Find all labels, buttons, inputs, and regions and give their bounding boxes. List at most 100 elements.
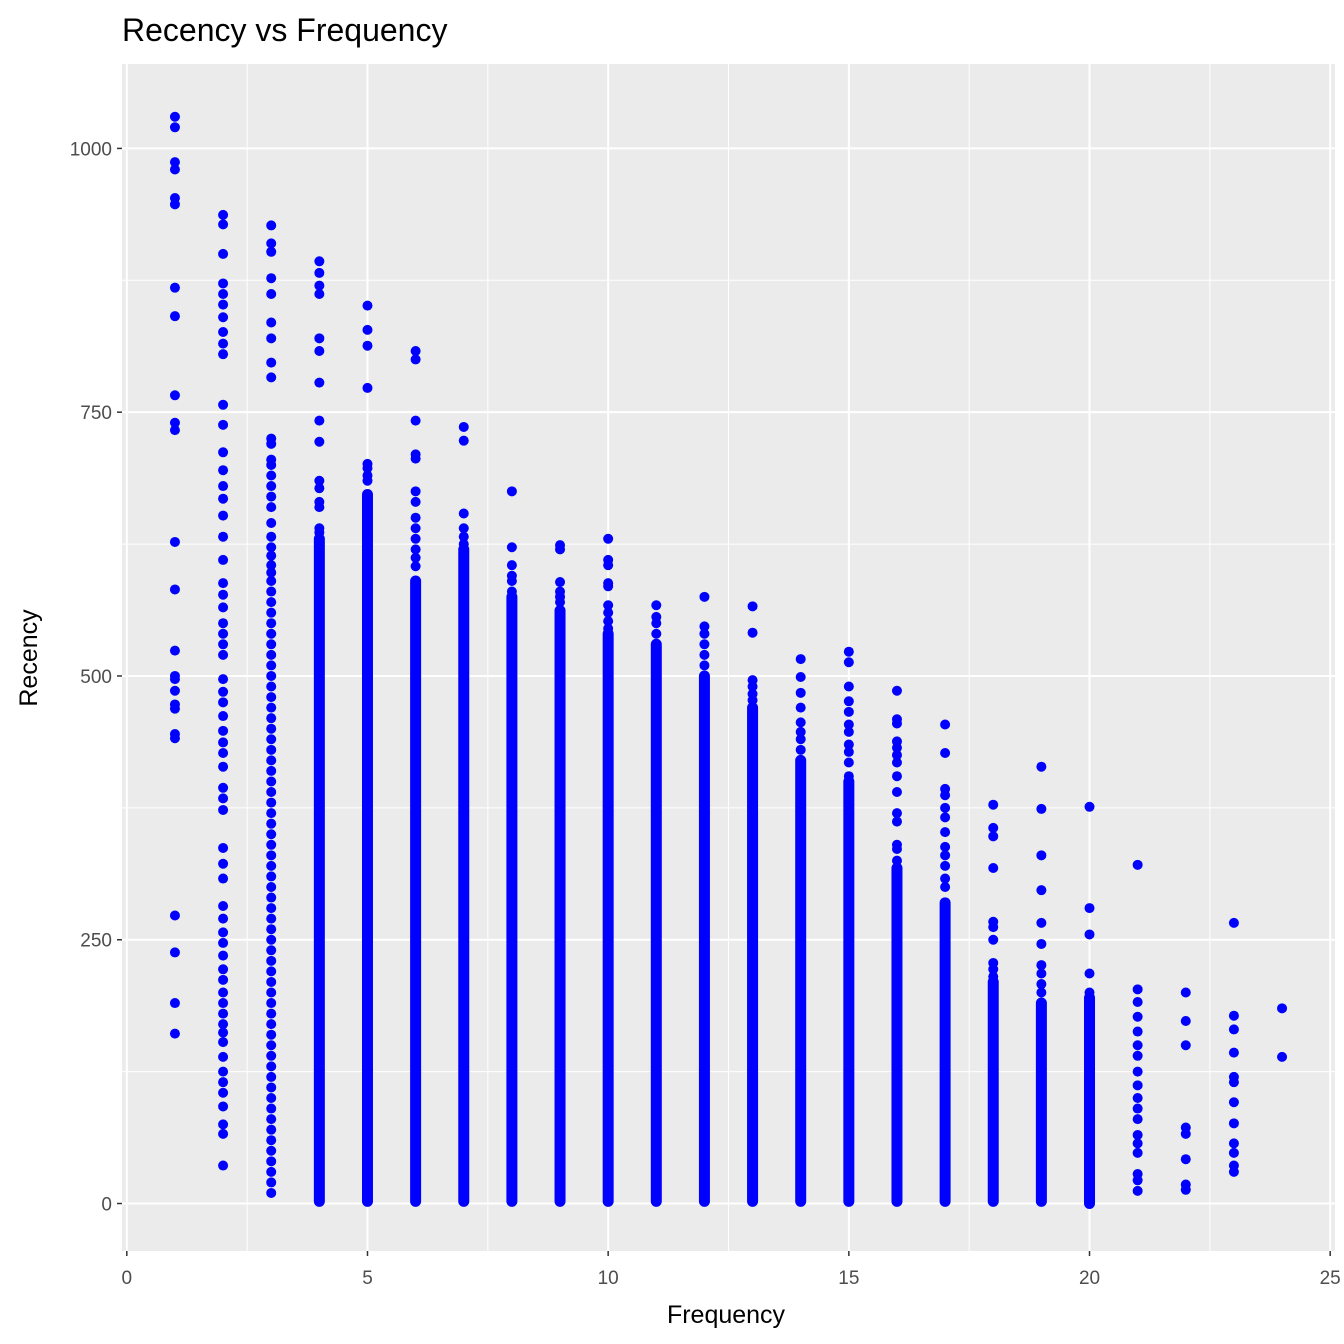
data-point (218, 674, 229, 685)
data-point (266, 839, 277, 850)
data-point (218, 639, 229, 650)
data-point (266, 903, 277, 914)
data-point (1132, 1040, 1143, 1051)
data-point (266, 1187, 277, 1198)
data-point (940, 873, 951, 884)
data-point (1084, 801, 1095, 812)
data-point (410, 523, 421, 534)
x-tick-label: 20 (1079, 1268, 1100, 1289)
data-point (266, 618, 277, 629)
data-point (1084, 987, 1095, 998)
data-point (266, 987, 277, 998)
data-point (266, 755, 277, 766)
data-point (218, 842, 229, 853)
data-point (651, 628, 662, 639)
data-point (266, 871, 277, 882)
data-point (218, 209, 229, 220)
data-point (1228, 1138, 1239, 1149)
data-point (1036, 987, 1047, 998)
data-point (218, 793, 229, 804)
data-point (362, 324, 373, 335)
data-point (1132, 1050, 1143, 1061)
data-point (266, 1166, 277, 1177)
data-point (266, 702, 277, 713)
data-point (506, 560, 517, 571)
data-point (218, 1019, 229, 1030)
data-point (988, 799, 999, 810)
data-point (843, 771, 854, 782)
data-point (314, 415, 325, 426)
data-point (266, 1177, 277, 1188)
data-point (218, 913, 229, 924)
data-point (218, 289, 229, 300)
data-point (699, 649, 710, 660)
data-point (1132, 1114, 1143, 1125)
data-point (1228, 1166, 1239, 1177)
data-point (218, 578, 229, 589)
data-point (218, 554, 229, 565)
data-point (1228, 1010, 1239, 1021)
data-point (699, 621, 710, 632)
data-point (218, 804, 229, 815)
data-point (1036, 803, 1047, 814)
data-point (266, 502, 277, 513)
chart-title: Recency vs Frequency (122, 12, 447, 48)
x-tick-label: 5 (362, 1268, 373, 1289)
data-point (169, 111, 180, 122)
data-point (362, 300, 373, 311)
data-point (1132, 859, 1143, 870)
data-point (169, 674, 180, 685)
data-point (314, 436, 325, 447)
data-point (1036, 938, 1047, 949)
data-point (218, 1119, 229, 1130)
data-point (266, 517, 277, 528)
data-point (410, 345, 421, 356)
data-point (266, 459, 277, 470)
data-point (699, 628, 710, 639)
data-point (218, 900, 229, 911)
data-point (843, 757, 854, 768)
data-point (169, 910, 180, 921)
data-point (266, 966, 277, 977)
data-point (699, 639, 710, 650)
data-point (218, 1128, 229, 1139)
data-point (458, 539, 469, 550)
x-tick-label: 25 (1320, 1268, 1341, 1289)
data-point (1084, 929, 1095, 940)
data-point (1132, 1103, 1143, 1114)
data-point (218, 278, 229, 289)
data-point (1132, 1011, 1143, 1022)
data-point (266, 670, 277, 681)
data-point (1036, 885, 1047, 896)
data-point (266, 1040, 277, 1051)
data-point (940, 860, 951, 871)
data-point (266, 797, 277, 808)
y-axis-ticks: 0 250 500 750 1000 (70, 139, 122, 1216)
y-tick-label: 1000 (70, 139, 112, 160)
data-point (410, 415, 421, 426)
data-point (266, 220, 277, 231)
data-point (314, 527, 325, 538)
data-point (506, 576, 517, 587)
data-point (218, 447, 229, 458)
data-point (940, 827, 951, 838)
data-point (1180, 1128, 1191, 1139)
data-point (891, 718, 902, 729)
data-point (1228, 1024, 1239, 1035)
data-point (266, 607, 277, 618)
x-axis-ticks: 0 5 10 15 20 25 (122, 1251, 1341, 1289)
data-point (218, 649, 229, 660)
data-point (266, 1145, 277, 1156)
data-point (1084, 903, 1095, 914)
data-point (169, 199, 180, 210)
data-point (266, 1061, 277, 1072)
data-point (458, 435, 469, 446)
data-point (843, 696, 854, 707)
data-point (266, 1071, 277, 1082)
data-point (314, 475, 325, 486)
data-point (266, 550, 277, 561)
data-point (988, 971, 999, 982)
data-point (266, 238, 277, 249)
data-point (266, 1135, 277, 1146)
data-point (1132, 996, 1143, 1007)
